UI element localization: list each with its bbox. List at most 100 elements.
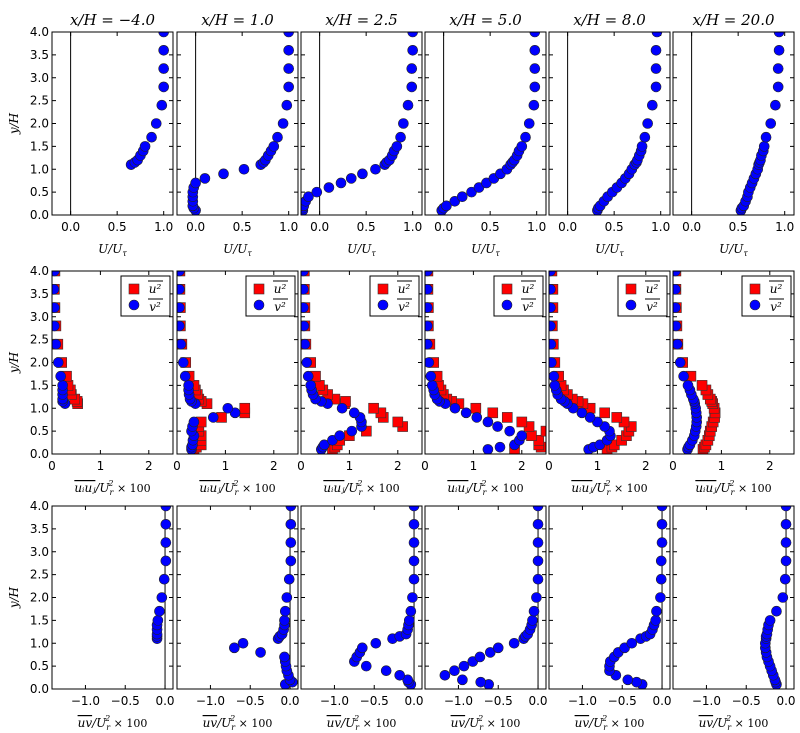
uv-marker: [408, 537, 420, 548]
v2-marker: [460, 407, 472, 419]
uv-marker: [655, 573, 667, 585]
uv-marker: [356, 642, 368, 654]
U-marker: [770, 99, 781, 111]
x-tick-label: 2: [270, 459, 278, 473]
label-subscript: r: [110, 488, 115, 497]
axes-frame: [176, 31, 299, 216]
v2-marker: [674, 357, 686, 368]
U-marker: [529, 81, 541, 93]
v2-marker: [318, 439, 330, 451]
x-axis-label: U/Uτ: [98, 242, 127, 258]
axes-frame: [424, 505, 547, 690]
x-tick-label: 0.0: [404, 694, 423, 708]
v2-marker: [179, 370, 191, 382]
x-tick-label: −1.0: [692, 694, 721, 708]
uv-marker: [285, 555, 297, 567]
label-part: U/U: [719, 242, 744, 256]
u2-marker: [599, 407, 610, 419]
axes-frame: [300, 270, 423, 455]
label-subscript: τ: [743, 249, 748, 258]
x-tick-label: 2: [518, 459, 526, 473]
x-tick-label: 2: [394, 459, 402, 473]
label-suffix: × 100: [734, 482, 771, 495]
x-tick-label: 1.0: [775, 220, 794, 234]
x-tick-label: −0.5: [608, 694, 637, 708]
label-subscript: r: [607, 488, 612, 497]
label-suffix: × 100: [483, 717, 520, 730]
v2-marker: [673, 271, 681, 277]
uv-marker: [360, 660, 372, 672]
U-marker: [277, 118, 289, 129]
y-tick-label: 2.5: [30, 568, 49, 582]
x-tick-label: 1: [97, 459, 105, 473]
legend-u2-marker: [749, 283, 761, 295]
legend-v2-marker: [128, 299, 140, 311]
label-suffix: × 100: [486, 482, 523, 495]
axes-frame: [672, 270, 795, 455]
uv-marker: [626, 637, 638, 649]
v2-marker: [549, 302, 556, 313]
label-superscript: 2: [232, 479, 238, 488]
v2-marker: [57, 380, 68, 391]
u2-marker: [516, 416, 528, 428]
U-marker: [773, 32, 785, 38]
label-part: /U: [216, 716, 232, 730]
x-tick-label: 0.5: [357, 220, 376, 234]
x-tick-label: −1.0: [196, 694, 225, 708]
U-marker: [395, 131, 406, 143]
x-tick-label: 0.0: [280, 694, 299, 708]
data-points: [549, 271, 637, 454]
U-marker: [639, 131, 651, 143]
label-superscript: 2: [104, 714, 110, 723]
v2-marker: [348, 407, 360, 419]
legend-box: [617, 275, 668, 317]
U-marker: [323, 182, 335, 193]
x-tick-label: 0.0: [434, 220, 453, 234]
U-marker: [357, 168, 368, 180]
v2-marker: [549, 357, 557, 368]
legend-label: u²: [149, 282, 162, 296]
v2-marker: [177, 320, 185, 332]
label-superscript: 2: [728, 479, 734, 488]
axes-frame: [548, 270, 671, 455]
uv-marker: [650, 615, 661, 626]
uv-marker: [458, 660, 470, 672]
uv-marker: [402, 674, 413, 686]
y-tick-label: 0.0: [30, 208, 49, 222]
U-marker: [391, 141, 403, 152]
U-marker: [272, 131, 283, 143]
v2-marker: [425, 370, 437, 382]
uv-marker: [484, 647, 496, 658]
label-subscript: r: [731, 488, 736, 497]
y-tick-label: 1.5: [30, 378, 49, 392]
U-marker: [283, 63, 294, 74]
y-tick-label: 3.0: [30, 545, 49, 559]
uv-marker: [160, 518, 172, 530]
label-suffix: × 100: [238, 482, 275, 495]
v2-marker: [673, 338, 683, 350]
U-marker: [345, 173, 357, 184]
x-axis-label: uv/Ur2 × 100: [203, 714, 273, 732]
x-axis-label: U/Uτ: [471, 242, 500, 258]
label-part: /U: [715, 481, 731, 495]
u2-marker: [501, 412, 513, 423]
y-tick-label: 0.5: [30, 424, 49, 438]
label-overline-part: uv: [575, 716, 590, 730]
label-overline-part: uᵢuⱼ: [74, 481, 96, 495]
uv-marker: [279, 605, 291, 617]
x-tick-label: 0.0: [310, 220, 329, 234]
uv-marker: [370, 637, 382, 649]
v2-marker: [222, 402, 234, 414]
uv-marker: [156, 592, 168, 603]
label-suffix: × 100: [359, 717, 396, 730]
v2-marker: [449, 402, 461, 414]
uv-marker: [283, 573, 295, 585]
x-tick-label: −0.5: [360, 694, 389, 708]
v2-marker: [425, 284, 433, 295]
uv-marker: [394, 669, 406, 681]
legend-u2-marker: [501, 283, 513, 295]
y-tick-label: 3.0: [30, 71, 49, 85]
x-tick-label: 1.0: [527, 220, 546, 234]
v2-marker: [425, 357, 435, 368]
